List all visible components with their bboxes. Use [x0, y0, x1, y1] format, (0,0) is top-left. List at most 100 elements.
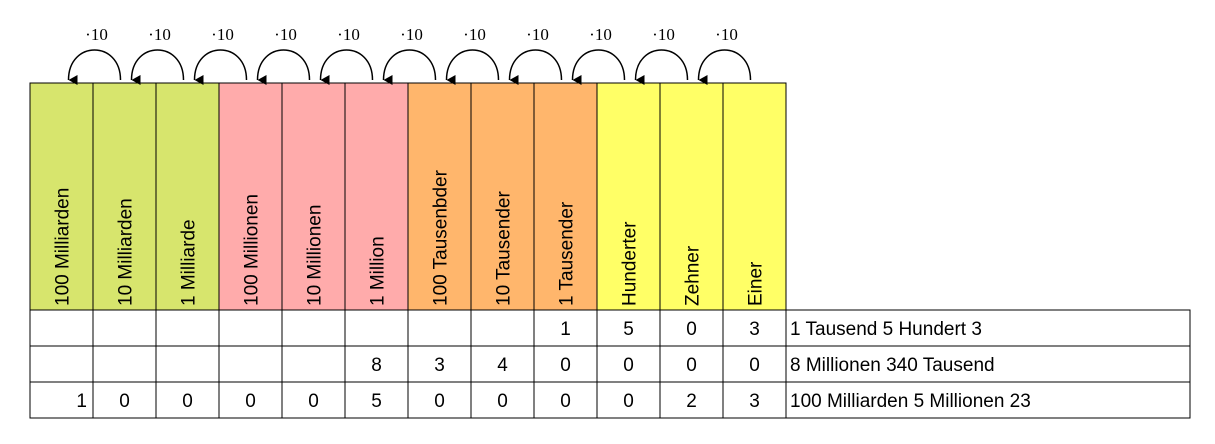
- cell: [155, 309, 220, 347]
- multiplier: ·10: [526, 25, 549, 44]
- multiplier: ·10: [85, 25, 108, 44]
- cell-value: 5: [623, 319, 634, 340]
- arrow: [319, 49, 374, 86]
- header-label: 100 Tausenbder: [431, 169, 452, 306]
- header-label: 1 Tausender: [557, 201, 578, 306]
- multiplier: ·10: [337, 25, 360, 44]
- header-cell: [155, 82, 220, 311]
- cell: [722, 381, 787, 419]
- cell: [92, 381, 157, 419]
- cell-value: 0: [119, 391, 130, 412]
- header-label: 100 Millionen: [242, 194, 263, 306]
- header-label: Hunderter: [620, 221, 641, 306]
- cell-value: 0: [623, 391, 634, 412]
- arrow: [571, 49, 626, 86]
- cell: [344, 345, 409, 383]
- cell: [785, 309, 1191, 347]
- header-cell: [470, 82, 535, 311]
- multiplier: ·10: [211, 25, 234, 44]
- cell: [407, 345, 472, 383]
- cell: [659, 345, 724, 383]
- arrow: [382, 49, 437, 86]
- header-cell: [281, 82, 346, 311]
- header-label: 10 Tausender: [494, 191, 515, 306]
- header-cell: [344, 82, 409, 311]
- cell: [470, 345, 535, 383]
- cell-value: 5: [371, 391, 382, 412]
- cell-value: 1: [76, 391, 87, 412]
- cell: [785, 381, 1191, 419]
- cell-value: 0: [623, 355, 634, 376]
- multiplier: ·10: [652, 25, 675, 44]
- cell: [92, 309, 157, 347]
- cell-value: 0: [560, 355, 571, 376]
- multiplier: ·10: [589, 25, 612, 44]
- cell: [218, 381, 283, 419]
- cell: [596, 345, 661, 383]
- multiplier: ·10: [274, 25, 297, 44]
- cell: [29, 309, 94, 347]
- cell-value: 3: [434, 355, 445, 376]
- header-label: 1 Million: [368, 236, 389, 306]
- cell: [533, 345, 598, 383]
- cell-value: 4: [497, 355, 508, 376]
- row-text: 1 Tausend 5 Hundert 3: [790, 319, 982, 340]
- arrow: [67, 49, 122, 86]
- cell-value: 0: [308, 391, 319, 412]
- cell-value: 3: [749, 391, 760, 412]
- cell: [344, 309, 409, 347]
- header-cell: [596, 82, 661, 311]
- cell: [596, 309, 661, 347]
- multiplier: ·10: [715, 25, 738, 44]
- cell: [344, 381, 409, 419]
- multiplier: ·10: [463, 25, 486, 44]
- header-label: 10 Millionen: [305, 205, 326, 306]
- cell: [785, 345, 1191, 383]
- cell: [407, 309, 472, 347]
- cell-value: 0: [434, 391, 445, 412]
- cell-value: 0: [182, 391, 193, 412]
- arrow: [508, 49, 563, 86]
- arrow: [697, 49, 752, 86]
- cell-value: 0: [749, 355, 760, 376]
- cell: [281, 345, 346, 383]
- cell-value: 8: [371, 355, 382, 376]
- cell-value: 0: [686, 355, 697, 376]
- multiplier: ·10: [400, 25, 423, 44]
- cell-value: 0: [245, 391, 256, 412]
- multiplier: ·10: [148, 25, 171, 44]
- cell: [218, 309, 283, 347]
- row-text: 100 Milliarden 5 Millionen 23: [790, 391, 1031, 412]
- header-cell: [722, 82, 787, 311]
- row-text: 8 Millionen 340 Tausend: [790, 355, 995, 376]
- header-label: Zehner: [683, 245, 704, 306]
- cell: [29, 345, 94, 383]
- arrow: [130, 49, 185, 86]
- cell: [218, 345, 283, 383]
- header-cell: [218, 82, 283, 311]
- arrow: [256, 49, 311, 86]
- cell: [659, 381, 724, 419]
- arrow: [193, 49, 248, 86]
- header-cell: [29, 82, 94, 311]
- arrow: [445, 49, 500, 86]
- header-label: 10 Milliarden: [116, 198, 137, 306]
- arrow: [634, 49, 689, 86]
- header-label: 100 Milliarden: [53, 188, 74, 306]
- header-cell: [92, 82, 157, 311]
- cell-value: 1: [560, 319, 571, 340]
- header-label: Einer: [746, 261, 767, 306]
- cell: [722, 309, 787, 347]
- cell-value: 0: [497, 391, 508, 412]
- cell-value: 2: [686, 391, 697, 412]
- cell: [155, 381, 220, 419]
- cell-value: 3: [749, 319, 760, 340]
- cell-value: 0: [560, 391, 571, 412]
- header-label: 1 Milliarde: [179, 219, 200, 306]
- cell: [596, 381, 661, 419]
- cell: [533, 381, 598, 419]
- cell: [281, 309, 346, 347]
- cell-value: 0: [686, 319, 697, 340]
- cell: [155, 345, 220, 383]
